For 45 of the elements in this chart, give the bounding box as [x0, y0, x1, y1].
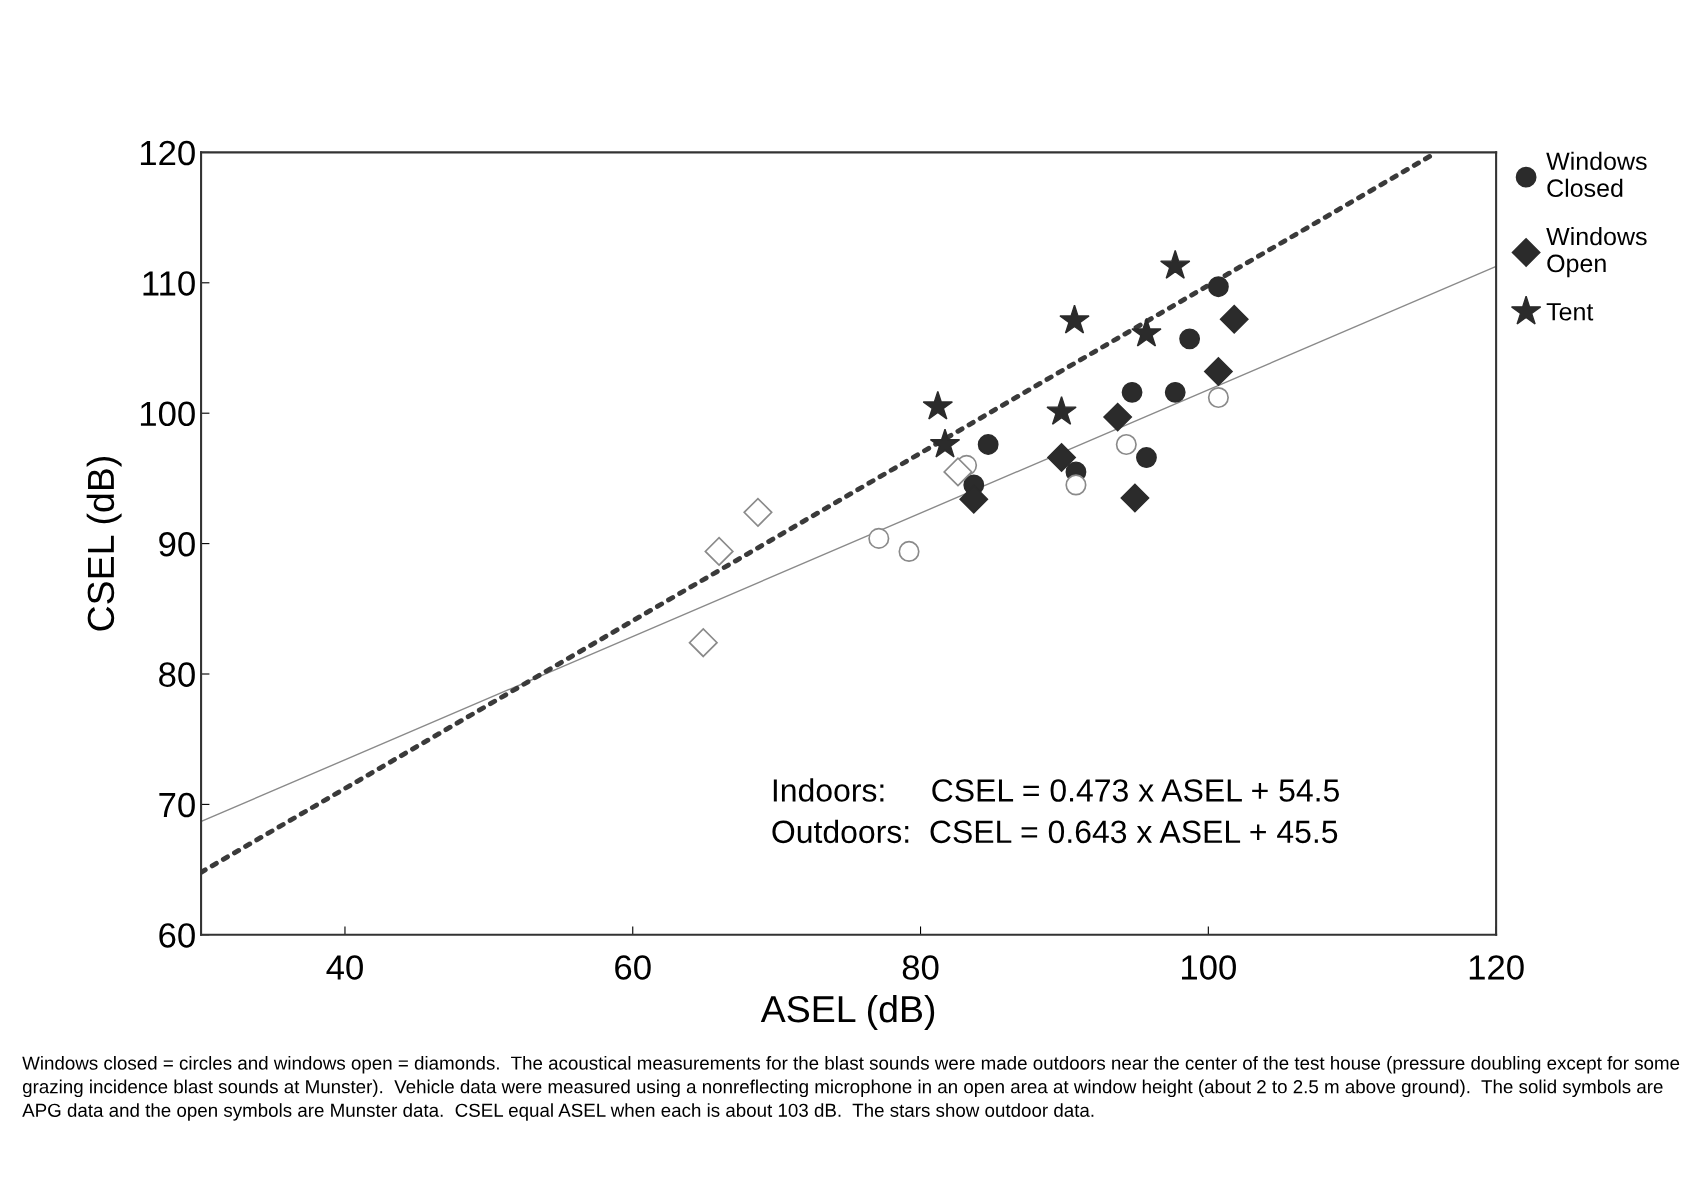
point: [1103, 402, 1133, 432]
x-tick-label: 100: [1182, 955, 1236, 980]
point: [1120, 483, 1150, 513]
text: Windows closed = circles and windows open = diamonds. The acoustical measurements for the blast sounds were made outdoors near the center of the test house (pressure doubling except for some grazing incidence blast sounds at Munster). Vehicle data were measured using a nonreflecting microphone in an open area at window height (about 2 to 2.5 m above ground). The solid symbols are APG data and the open symbols are Munster data. CSEL equal ASEL when each is about 103 dB. The stars show outdoor data.: [22, 1056, 1680, 1121]
x-tick-label: 80: [902, 955, 939, 980]
y-tick-label: 70: [159, 792, 195, 818]
point: [743, 497, 773, 527]
point: [1203, 357, 1233, 386]
y-tick-label: 100: [140, 401, 195, 427]
annotation: Indoors: CSEL = 0.473 x ASEL + 54.5 Outdoors: CSEL = 0.643 x ASEL + 45.5: [772, 778, 1339, 844]
legend-label: Tent: [1546, 303, 1594, 321]
point: [898, 540, 920, 562]
point: [1160, 249, 1191, 279]
legend-label: Windows Open: [1546, 226, 1647, 278]
point: [1219, 304, 1249, 334]
point: [688, 628, 718, 658]
point: [929, 428, 961, 458]
y-axis-title: CSEL (dB): [86, 457, 122, 631]
point: [1047, 443, 1076, 472]
y-tick-label: 110: [143, 271, 195, 296]
point: [704, 536, 734, 567]
point: [1207, 276, 1229, 298]
x-tick-label: 60: [615, 955, 651, 980]
point: [922, 390, 954, 420]
x-tick-label: 40: [326, 955, 363, 980]
point: [1059, 304, 1090, 334]
y-tick-label: 90: [159, 531, 195, 557]
y-tick-label: 60: [159, 923, 195, 948]
point: [1179, 328, 1201, 350]
point: [1065, 474, 1087, 496]
point: [1046, 395, 1077, 425]
point: [977, 434, 999, 455]
y-tick-label: 120: [140, 140, 195, 166]
point: [1136, 447, 1157, 468]
point: [868, 527, 890, 549]
point: [1131, 317, 1162, 347]
x-axis-title: ASEL (dB): [760, 994, 935, 1030]
y-tick-label: 80: [159, 662, 195, 687]
point: [1207, 386, 1229, 409]
legend-label: Windows Closed: [1546, 151, 1647, 198]
point: [943, 457, 973, 487]
point: [1121, 381, 1143, 403]
point: [1164, 381, 1186, 403]
point: [1115, 433, 1137, 456]
x-tick-label: 120: [1469, 955, 1524, 980]
